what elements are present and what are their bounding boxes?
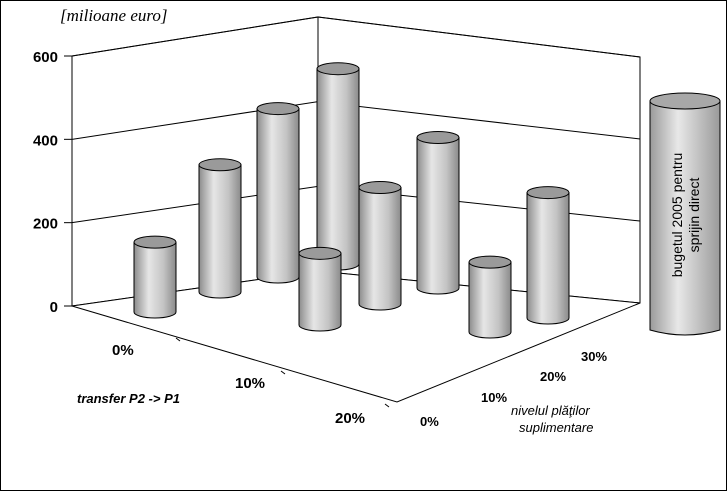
bar-body <box>358 187 402 311</box>
bar <box>198 158 242 299</box>
x-tick-label: 10% <box>235 375 265 392</box>
bar-body <box>416 137 460 295</box>
bar-body <box>256 108 300 284</box>
legend-text-line1: bugetul 2005 pentru <box>669 153 685 278</box>
y-tick-label: 0 <box>50 299 58 316</box>
bar <box>526 186 570 325</box>
legend: bugetul 2005 pentru sprijin direct <box>649 92 721 336</box>
x-axis-label: transfer P2 -> P1 <box>77 391 180 406</box>
bar-top <box>358 181 402 195</box>
bar <box>468 255 512 339</box>
bar-top <box>316 62 360 76</box>
bar-top <box>298 246 342 260</box>
bar-body <box>133 241 177 319</box>
y-tick-label: 600 <box>33 49 58 66</box>
depth-tick-label: 20% <box>540 369 566 384</box>
bar-top <box>133 235 177 249</box>
bar-body <box>468 261 512 339</box>
y-tick-label: 200 <box>33 216 58 233</box>
bar <box>298 246 342 332</box>
x-tick-mark <box>384 403 390 408</box>
bar-body <box>298 252 342 332</box>
depth-axis-label-line2: suplimentare <box>519 420 593 435</box>
depth-tick-label: 30% <box>581 349 607 364</box>
y-tick-label: 400 <box>33 132 58 149</box>
x-tick-mark <box>175 337 181 342</box>
x-tick-label: 20% <box>335 410 365 427</box>
bar-body <box>316 68 360 271</box>
depth-tick-label: 10% <box>481 390 507 405</box>
bar-body <box>526 192 570 325</box>
depth-tick-label: 0% <box>420 414 439 429</box>
bar-top <box>526 186 570 200</box>
unit-label: [milioane euro] <box>60 6 168 25</box>
bar <box>316 62 360 271</box>
x-tick-mark <box>280 370 286 375</box>
bar <box>256 102 300 284</box>
bar-top <box>256 102 300 116</box>
bar-top <box>416 131 460 144</box>
bar <box>416 131 460 295</box>
x-tick-label: 0% <box>112 342 134 359</box>
bars <box>133 62 570 339</box>
legend-cylinder-body <box>649 100 721 336</box>
depth-axis-label-line1: nivelul plăţilor <box>511 403 590 418</box>
tick-labels: 0 200 400 600 0% 10% 20% 0% 10% 20% 30% <box>33 49 607 429</box>
legend-text-line2: sprijin direct <box>686 178 702 253</box>
bar-body <box>198 164 242 299</box>
bar-top <box>198 158 242 172</box>
bar <box>358 181 402 311</box>
legend-cylinder-top <box>649 92 721 110</box>
gridline <box>71 16 641 58</box>
bar <box>133 235 177 319</box>
bar-top <box>468 255 512 269</box>
